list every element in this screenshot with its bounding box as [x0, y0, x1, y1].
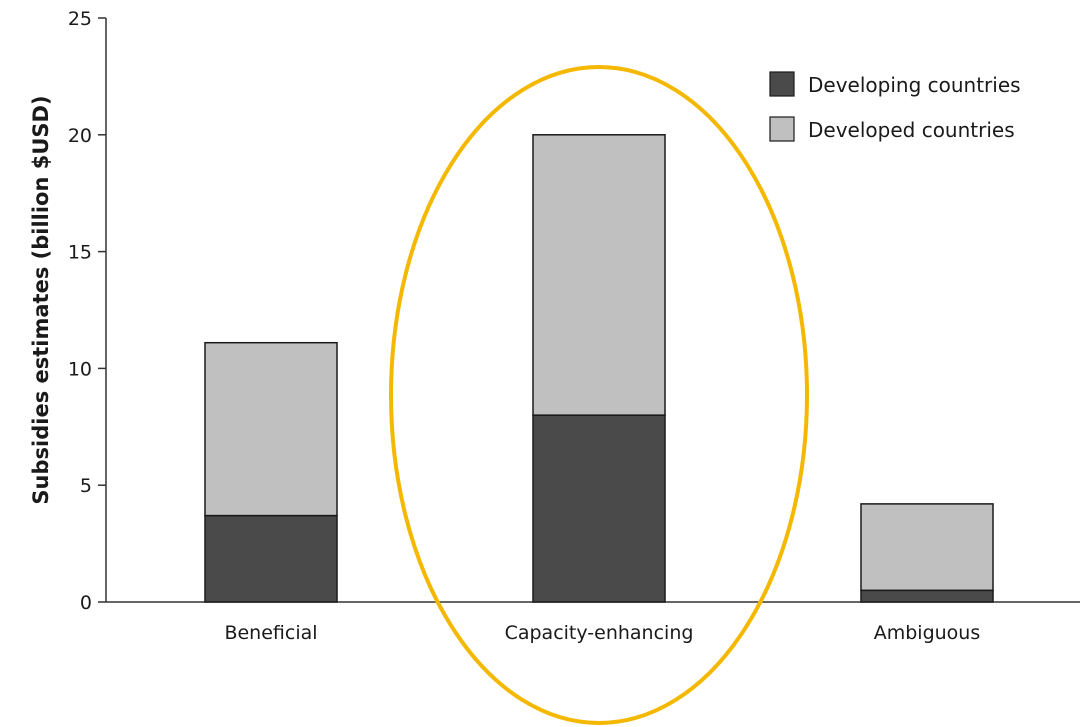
bars	[204, 134, 994, 603]
highlight-ellipse-shape	[389, 65, 809, 725]
legend-label: Developed countries	[808, 118, 1015, 142]
legend-swatch	[769, 71, 795, 97]
legend: Developing countries Developed countries	[769, 71, 1021, 142]
y-tick-label: 0	[80, 592, 92, 614]
y-tick-label: 25	[68, 8, 92, 30]
bar-segment	[860, 589, 994, 603]
bar-segment	[204, 514, 338, 603]
legend-swatch	[769, 116, 795, 142]
x-tick-label: Ambiguous	[874, 622, 981, 644]
x-tick-label: Capacity-enhancing	[505, 622, 694, 644]
y-axis-label: Subsidies estimates (billion $USD)	[29, 95, 53, 504]
bar-segment	[532, 414, 666, 603]
bar-segment	[204, 341, 338, 517]
category-labels: Beneficial Capacity-enhancing Ambiguous	[224, 622, 980, 644]
bar-segment	[860, 503, 994, 592]
y-tick-label: 20	[68, 125, 92, 147]
x-tick-label: Beneficial	[224, 622, 317, 644]
y-tick-label: 5	[80, 475, 92, 497]
legend-label: Developing countries	[808, 73, 1021, 97]
y-tick-label: 10	[68, 358, 92, 380]
y-tick-label: 15	[68, 242, 92, 264]
highlight-ellipse	[389, 65, 809, 725]
bar-segment	[532, 134, 666, 416]
